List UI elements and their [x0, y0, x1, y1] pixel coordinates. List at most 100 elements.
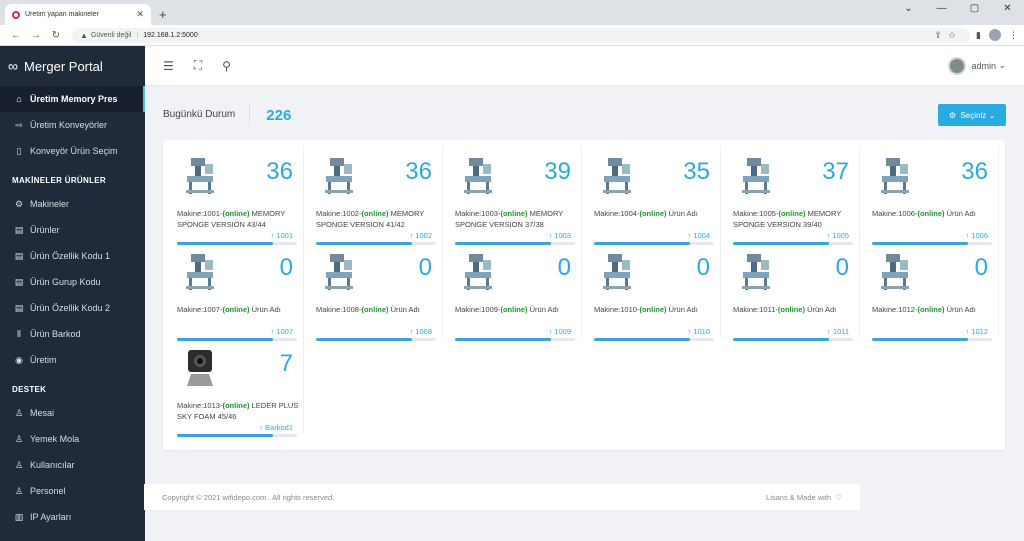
machine-tile[interactable]: 36 Makine:1006-(online) Ürün Adı ↑ 1006: [860, 146, 999, 245]
sidebar-item-yemek-mola[interactable]: ♙ Yemek Mola: [0, 426, 145, 452]
maximize-icon[interactable]: ▢: [969, 3, 980, 14]
new-tab-button[interactable]: +: [159, 7, 167, 22]
machine-product: MEMORY SPONGE VERSION 41/42: [316, 209, 425, 229]
machine-code: ↑ Barkod1: [259, 423, 293, 432]
app: ∞ Merger Portal ⌂ Üretim Memory Pres ⇨ Üret…: [0, 46, 1024, 541]
status-label: Bugünkü Durum: [163, 104, 251, 126]
hamburger-icon[interactable]: ☰: [163, 58, 174, 73]
machine-status: (online): [917, 209, 945, 218]
sidebar-item-uretim-memory-pres[interactable]: ⌂ Üretim Memory Pres: [0, 86, 145, 112]
progress-fill: [455, 242, 551, 245]
machine-count: 0: [279, 254, 293, 281]
machine-description: Makine:1012-(online) Ürün Adı: [872, 304, 994, 315]
sidebar-item-urun-ozellik-kodu-2[interactable]: ▤ Ürün Özellik Kodu 2: [0, 295, 145, 321]
machine-count: 0: [418, 254, 432, 281]
progress-fill: [177, 338, 273, 341]
sidebar-item-urunler[interactable]: ▤ Ürünler: [0, 217, 145, 243]
machine-tile[interactable]: 0 Makine:1008-(online) Ürün Adı ↑ 1008: [304, 242, 443, 341]
sidebar-item-urun-gurup-kodu[interactable]: ▤ Ürün Gurup Kodu: [0, 269, 145, 295]
sidepanel-icon[interactable]: ▮: [976, 29, 981, 40]
sidebar-item-urun-ozellik-kodu-1[interactable]: ▤ Ürün Özellik Kodu 1: [0, 243, 145, 269]
profile-avatar[interactable]: [989, 29, 1001, 41]
status-value: 226: [266, 106, 292, 124]
machine-product: MEMORY SPONGE VERSION 37/38: [455, 209, 564, 229]
back-icon[interactable]: ←: [11, 29, 21, 41]
user-menu[interactable]: admin ⌄: [948, 56, 1006, 75]
machine-status: (online): [500, 209, 528, 218]
sidebar-item-label: Personel: [30, 486, 66, 496]
close-window-icon[interactable]: ✕: [1003, 3, 1012, 14]
machine-description: Makine:1009-(online) Ürün Adı: [455, 304, 577, 315]
machine-tile[interactable]: 35 Makine:1004-(online) Ürün Adı ↑ 1004: [582, 146, 721, 245]
progress-fill: [733, 338, 829, 341]
machine-tile[interactable]: 0 Makine:1010-(online) Ürün Adı ↑ 1010: [582, 242, 721, 341]
topbar: ☰ ⛶ ⚲ admin ⌄: [145, 46, 1024, 86]
sidebar-item-mesai[interactable]: ♙ Mesai: [0, 400, 145, 426]
machine-icon: [183, 252, 217, 292]
machine-status: (online): [639, 305, 667, 314]
progress-fill: [733, 242, 829, 245]
infinity-logo-icon: ∞: [8, 58, 18, 74]
sidebar-item-uretim-konveyorler[interactable]: ⇨ Üretim Konveyörler: [0, 112, 145, 138]
machine-description: Makine:1005-(online) MEMORY SPONGE VERSI…: [733, 208, 855, 230]
progress-bar: [177, 338, 297, 341]
url-input[interactable]: ▲ Güvenli değil | 192.168.1.2:5000 ⇪☆: [72, 27, 971, 43]
machine-product: Ürün Adı: [390, 305, 420, 314]
fullscreen-icon[interactable]: ⛶: [193, 58, 203, 72]
search-icon[interactable]: ⚲: [222, 58, 231, 73]
machine-code: ↑ 1005: [826, 231, 849, 240]
machine-id: Makine:1004-: [594, 209, 640, 218]
machine-product: MEMORY SPONGE VERSION 43/44: [177, 209, 286, 229]
progress-bar: [733, 242, 853, 245]
machine-tile[interactable]: 36 Makine:1002-(online) MEMORY SPONGE VER…: [304, 146, 443, 245]
window-controls: ⌄ — ▢ ✕: [892, 0, 1024, 25]
sidebar-item-label: Ürün Özellik Kodu 1: [30, 251, 111, 261]
close-tab-icon[interactable]: ✕: [136, 9, 144, 19]
sidebar-item-konveyor-urun-secim[interactable]: ▯ Konveyör Ürün Seçim: [0, 138, 145, 164]
sidebar-item-personel[interactable]: ♙ Personel: [0, 478, 145, 504]
machines-card: 36 Makine:1001-(online) MEMORY SPONGE VER…: [163, 140, 1005, 450]
progress-bar: [594, 242, 714, 245]
machine-tile[interactable]: 37 Makine:1005-(online) MEMORY SPONGE VER…: [721, 146, 860, 245]
machine-tile[interactable]: 36 Makine:1001-(online) MEMORY SPONGE VER…: [165, 146, 304, 245]
machine-tile[interactable]: 0 Makine:1011-(online) Ürün Adı ↑ 1011: [721, 242, 860, 341]
share-star-icons[interactable]: ⇪☆: [934, 29, 963, 40]
forward-icon[interactable]: →: [31, 29, 41, 41]
machine-tile[interactable]: 39 Makine:1003-(online) MEMORY SPONGE VER…: [443, 146, 582, 245]
minimize-icon[interactable]: —: [936, 3, 947, 14]
tab-title: Üretim yapan makineler: [25, 11, 99, 18]
separator: |: [136, 31, 139, 39]
machine-tile[interactable]: 0 Makine:1007-(online) Ürün Adı ↑ 1007: [165, 242, 304, 341]
machine-tile[interactable]: 0 Makine:1009-(online) Ürün Adı ↑ 1009: [443, 242, 582, 341]
machine-status: (online): [222, 305, 250, 314]
machine-count: 36: [266, 158, 293, 185]
url-text: 192.168.1.2:5000: [143, 31, 198, 39]
chevron-down-icon[interactable]: ⌄: [904, 3, 913, 14]
select-button[interactable]: ⚙ Seçiniz ⌄: [938, 104, 1006, 126]
heart-icon: ♡: [833, 492, 842, 502]
sidebar-item-makineler[interactable]: ⚙ Makineler: [0, 191, 145, 217]
machine-id: Makine:1009-: [455, 305, 501, 314]
machine-tile[interactable]: 7 Makine:1013-(online) LEDER PLUS SKY FOA…: [165, 338, 304, 437]
machine-code: ↑ 1007: [270, 327, 293, 336]
machine-count: 0: [696, 254, 710, 281]
sidebar-item-uretim[interactable]: ◉ Üretim: [0, 347, 145, 373]
main-content: ☰ ⛶ ⚲ admin ⌄ Bugünkü Durum 226 ⚙ Seçini…: [145, 46, 1024, 541]
sidebar-item-kullanicilar[interactable]: ♙ Kullanıcılar: [0, 452, 145, 478]
sidebar-item-ip-ayarlari[interactable]: ▥ IP Ayarları: [0, 504, 145, 530]
avatar: [948, 56, 967, 75]
reload-icon[interactable]: ↻: [51, 29, 61, 41]
machine-code: ↑ 1002: [409, 231, 432, 240]
license-text: Lisans & Made with: [766, 492, 832, 502]
book-icon: ▤: [14, 224, 24, 235]
section-support: DESTEK: [12, 385, 47, 394]
brand[interactable]: ∞ Merger Portal: [0, 46, 145, 86]
machine-id: Makine:1008-: [316, 305, 362, 314]
menu-dots-icon[interactable]: ⋮: [1009, 29, 1018, 40]
user-icon: ♙: [14, 485, 24, 496]
progress-fill: [594, 338, 690, 341]
machine-product: LEDER PLUS SKY FOAM 45/46: [177, 401, 299, 421]
browser-tab[interactable]: Üretim yapan makineler ✕: [5, 4, 151, 25]
sidebar-item-urun-barkod[interactable]: ⦀ Ürün Barkod: [0, 321, 145, 347]
machine-tile[interactable]: 0 Makine:1012-(online) Ürün Adı ↑ 1012: [860, 242, 999, 341]
